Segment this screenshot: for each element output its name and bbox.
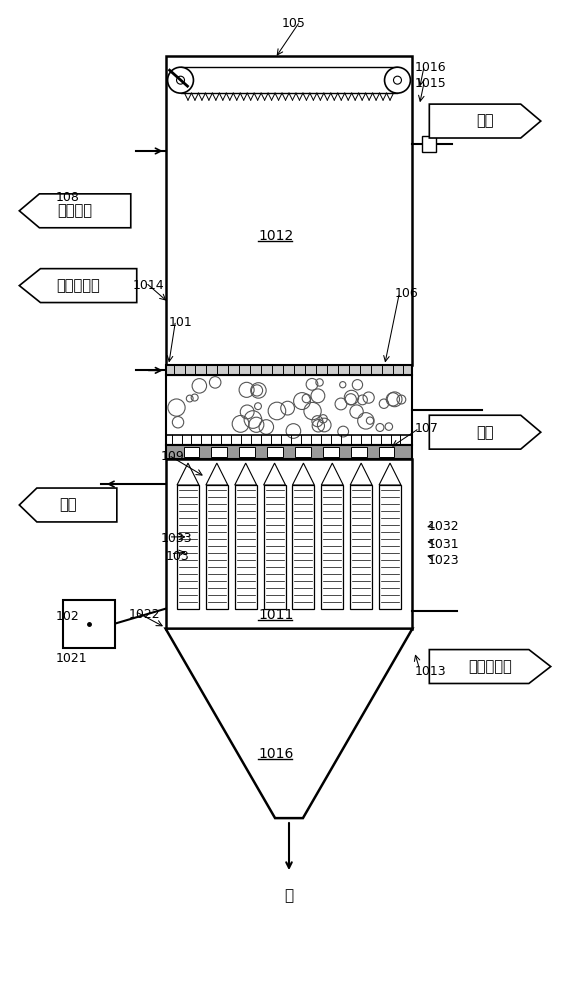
Bar — [63, 600, 115, 648]
Circle shape — [384, 67, 410, 93]
Bar — [264, 485, 286, 609]
Text: 103: 103 — [165, 550, 190, 563]
Text: 待处理废水: 待处理废水 — [56, 278, 100, 293]
Bar — [351, 447, 366, 457]
Text: 1012: 1012 — [258, 229, 294, 243]
Bar — [350, 485, 372, 609]
Polygon shape — [19, 194, 131, 228]
Bar — [267, 447, 283, 457]
Polygon shape — [177, 463, 199, 485]
Text: 1013: 1013 — [414, 665, 446, 678]
Circle shape — [176, 76, 184, 84]
Text: 109: 109 — [161, 450, 184, 463]
Text: 已处理废水: 已处理废水 — [468, 659, 512, 674]
Text: 1016: 1016 — [258, 747, 294, 761]
Bar — [183, 447, 199, 457]
Text: 108: 108 — [56, 191, 80, 204]
Polygon shape — [264, 463, 286, 485]
Text: 1016: 1016 — [414, 61, 446, 74]
Bar — [165, 56, 413, 365]
Bar — [239, 447, 255, 457]
Text: 1032: 1032 — [427, 520, 459, 533]
Text: 浮沫: 浮沫 — [476, 114, 494, 129]
Polygon shape — [19, 488, 117, 522]
Circle shape — [168, 67, 194, 93]
Bar — [165, 365, 413, 375]
Bar — [323, 447, 339, 457]
Bar — [379, 447, 395, 457]
Text: 1022: 1022 — [129, 608, 161, 621]
Text: 1021: 1021 — [56, 652, 88, 665]
Text: 1014: 1014 — [133, 279, 164, 292]
Bar — [423, 136, 436, 152]
Text: 101: 101 — [169, 316, 192, 329]
Text: 1033: 1033 — [161, 532, 192, 545]
Text: 102: 102 — [56, 610, 80, 623]
Polygon shape — [429, 104, 541, 138]
Bar — [206, 485, 228, 609]
Polygon shape — [19, 269, 137, 303]
Bar — [165, 445, 413, 459]
Text: 氢气: 氢气 — [60, 497, 77, 512]
Text: 曝气: 曝气 — [476, 425, 494, 440]
Bar — [321, 485, 343, 609]
Polygon shape — [165, 629, 413, 818]
Bar — [292, 485, 314, 609]
Bar — [235, 485, 257, 609]
Bar — [295, 447, 311, 457]
Text: 1011: 1011 — [258, 608, 294, 622]
Polygon shape — [350, 463, 372, 485]
Text: 1031: 1031 — [427, 538, 459, 551]
Polygon shape — [206, 463, 228, 485]
Circle shape — [394, 76, 402, 84]
Bar — [177, 485, 199, 609]
Polygon shape — [235, 463, 257, 485]
Text: 105: 105 — [282, 17, 306, 30]
Text: 107: 107 — [414, 422, 438, 435]
Text: 1023: 1023 — [427, 554, 459, 567]
Polygon shape — [321, 463, 343, 485]
Text: 氯盐溶液: 氯盐溶液 — [58, 203, 92, 218]
Bar — [165, 375, 413, 445]
Text: 渣: 渣 — [284, 888, 294, 903]
Polygon shape — [292, 463, 314, 485]
Bar — [212, 447, 227, 457]
Bar — [165, 459, 413, 629]
Text: 1015: 1015 — [414, 77, 446, 90]
Bar — [379, 485, 401, 609]
Polygon shape — [379, 463, 401, 485]
Polygon shape — [429, 650, 551, 683]
Text: 106: 106 — [395, 287, 418, 300]
Polygon shape — [429, 415, 541, 449]
